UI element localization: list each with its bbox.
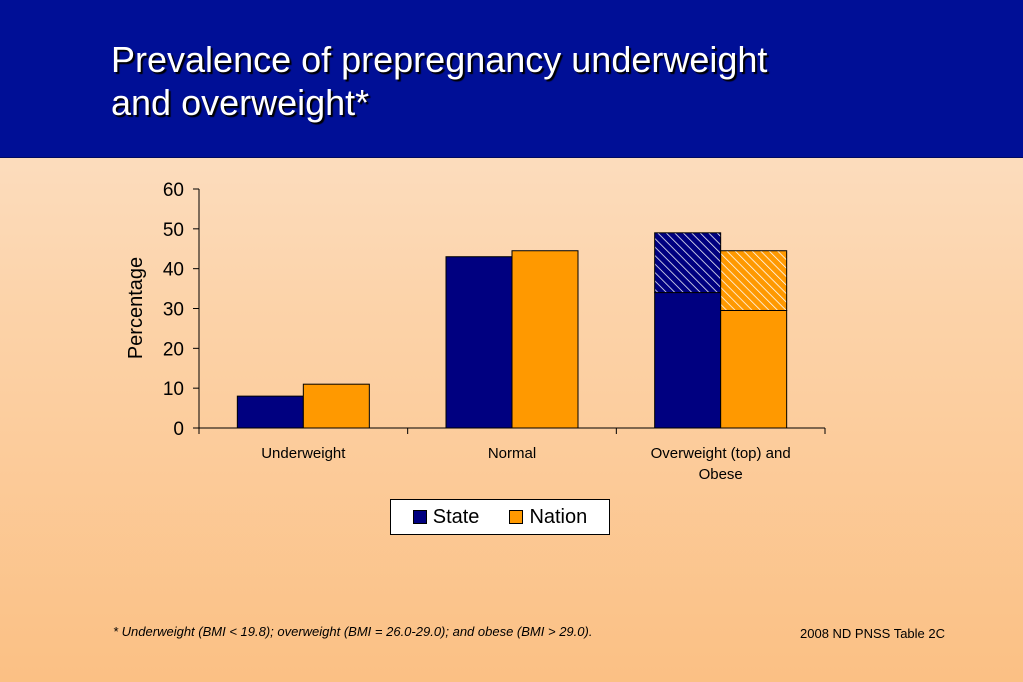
x-tick-label-1: Underweight	[261, 445, 346, 462]
y-tick-label-10: 10	[163, 379, 184, 400]
x-tick-label-2: Normal	[488, 445, 536, 462]
legend-swatch-state	[412, 510, 427, 524]
y-tick-label-0: 0	[173, 419, 184, 440]
y-tick-label-20: 20	[163, 339, 184, 360]
y-tick-label-30: 30	[163, 300, 184, 321]
y-tick-label-60: 60	[163, 180, 184, 201]
bar-state-1	[236, 395, 304, 429]
y-tick-label-50: 50	[163, 220, 184, 241]
legend-item-nation: Nation	[509, 506, 587, 529]
source-citation: 2008 ND PNSS Table 2C	[800, 626, 946, 641]
bar-nation-3	[720, 309, 788, 429]
legend-item-state: State	[412, 505, 480, 529]
slide-title: Prevalence of prepregnancy underweight a…	[111, 38, 911, 124]
slide-title-line-2: and overweight*	[111, 82, 370, 123]
y-axis-label: Percentage	[125, 257, 147, 359]
bar-nation-2	[511, 250, 579, 429]
chart-legend: State Nation	[390, 499, 610, 535]
bar-state-3	[654, 292, 722, 429]
title-banner: Prevalence of prepregnancy underweight a…	[0, 0, 1023, 158]
x-tick-label-3-line-2: Obese	[699, 466, 743, 483]
footnote: * Underweight (BMI < 19.8); overweight (…	[113, 624, 593, 639]
bar-nation-1	[302, 383, 370, 429]
bar-state-overweight-segment	[654, 232, 722, 294]
legend-swatch-nation	[509, 510, 524, 524]
legend-label-nation: Nation	[529, 505, 588, 528]
y-tick-label-40: 40	[163, 260, 184, 281]
x-tick-label-3-line-1: Overweight (top) and	[651, 445, 791, 462]
legend-label-state: State	[432, 505, 480, 528]
bar-nation-overweight-segment	[720, 250, 788, 311]
bar-state-2	[445, 256, 513, 429]
slide-title-line-1: Prevalence of prepregnancy underweight	[111, 39, 768, 80]
